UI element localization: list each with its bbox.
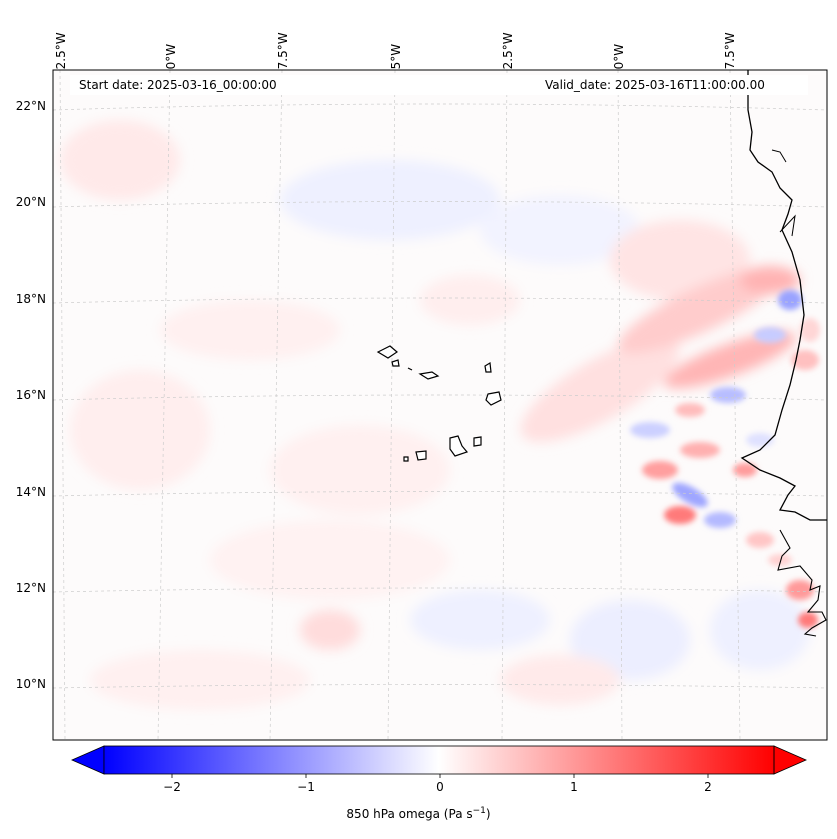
lat-label: 16°N: [15, 388, 46, 402]
colorbar-tick: 1: [570, 780, 578, 794]
colorbar-tick: 2: [704, 780, 712, 794]
valid-date-label: Valid_date: 2025-03-16T11:00:00.00: [545, 78, 765, 92]
lat-label: 18°N: [15, 292, 46, 306]
colorbar-tick: 0: [436, 780, 444, 794]
start-date-label: Start date: 2025-03-16_00:00:00: [79, 78, 277, 92]
coastline-africa: [740, 70, 827, 521]
colorbar-tick: −2: [163, 780, 181, 794]
lat-label: 20°N: [15, 195, 46, 209]
lat-label: 14°N: [15, 485, 46, 499]
lat-label: 10°N: [15, 677, 46, 691]
lat-label: 12°N: [15, 581, 46, 595]
header-box: [70, 75, 808, 95]
lat-label: 22°N: [15, 99, 46, 113]
colorbar-tick: −1: [297, 780, 315, 794]
colorbar-label: 850 hPa omega (Pa s−1): [346, 806, 491, 821]
omega-field: [60, 120, 810, 710]
colorbar-extend-max: [773, 745, 807, 775]
colorbar-extend-min: [71, 745, 105, 775]
cape-verde-islands: [376, 345, 502, 462]
colorbar: [104, 746, 774, 774]
gridlines: [53, 70, 827, 740]
